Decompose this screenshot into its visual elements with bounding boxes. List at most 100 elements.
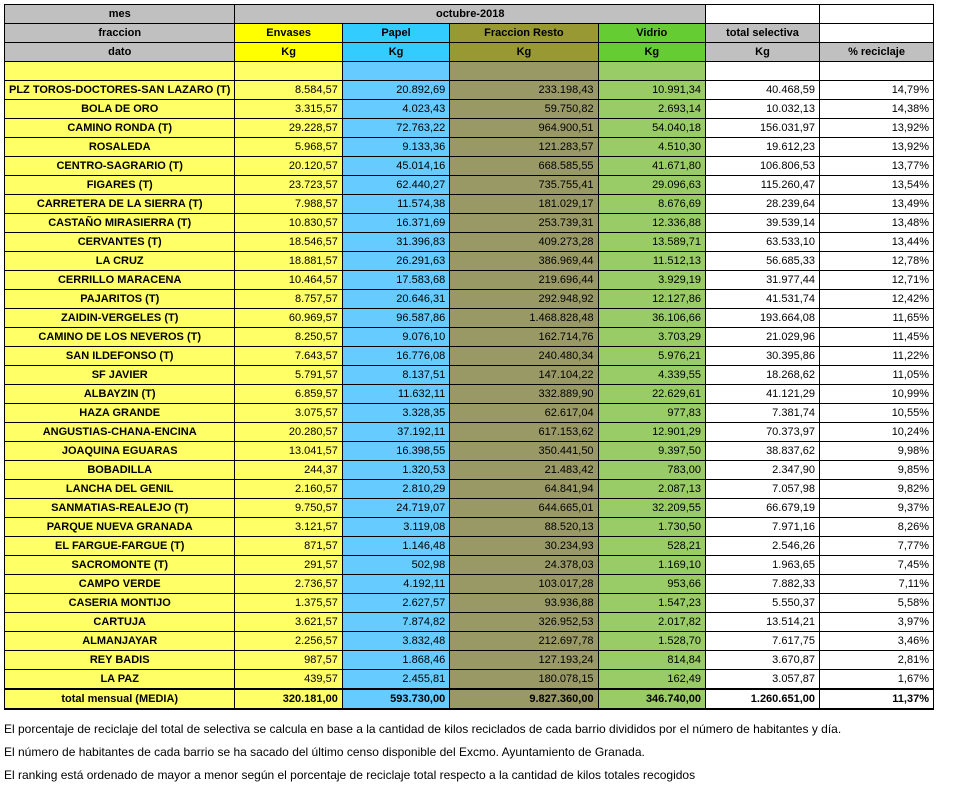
row-name: FIGARES (T) bbox=[5, 176, 235, 195]
row-papel: 8.137,51 bbox=[342, 366, 449, 385]
row-resto: 30.234,93 bbox=[450, 537, 598, 556]
row-papel: 26.291,63 bbox=[342, 252, 449, 271]
row-resto: 62.617,04 bbox=[450, 404, 598, 423]
row-vidrio: 4.339,55 bbox=[598, 366, 705, 385]
table-row: CAMINO RONDA (T)29.228,5772.763,22964.90… bbox=[5, 119, 934, 138]
row-envases: 2.256,57 bbox=[235, 632, 342, 651]
row-pct: 11,45% bbox=[820, 328, 934, 347]
row-envases: 29.228,57 bbox=[235, 119, 342, 138]
row-total: 2.546,26 bbox=[706, 537, 820, 556]
row-total: 19.612,23 bbox=[706, 138, 820, 157]
row-vidrio: 1.169,10 bbox=[598, 556, 705, 575]
row-resto: 233.198,43 bbox=[450, 81, 598, 100]
row-pct: 10,24% bbox=[820, 423, 934, 442]
row-pct: 13,44% bbox=[820, 233, 934, 252]
row-papel: 2.810,29 bbox=[342, 480, 449, 499]
row-pct: 3,46% bbox=[820, 632, 934, 651]
row-total: 31.977,44 bbox=[706, 271, 820, 290]
row-envases: 3.075,57 bbox=[235, 404, 342, 423]
note-3: El ranking está ordenado de mayor a meno… bbox=[4, 766, 949, 785]
row-name: PAJARITOS (T) bbox=[5, 290, 235, 309]
row-envases: 20.120,57 bbox=[235, 157, 342, 176]
row-vidrio: 528,21 bbox=[598, 537, 705, 556]
row-envases: 9.750,57 bbox=[235, 499, 342, 518]
row-papel: 1.320,53 bbox=[342, 461, 449, 480]
row-envases: 5.791,57 bbox=[235, 366, 342, 385]
table-row: CASERIA MONTIJO1.375,572.627,5793.936,88… bbox=[5, 594, 934, 613]
row-name: CAMPO VERDE bbox=[5, 575, 235, 594]
row-name: SF JAVIER bbox=[5, 366, 235, 385]
row-total: 63.533,10 bbox=[706, 233, 820, 252]
table-row: CARRETERA DE LA SIERRA (T)7.988,5711.574… bbox=[5, 195, 934, 214]
row-resto: 64.841,94 bbox=[450, 480, 598, 499]
hdr-kg: Kg bbox=[235, 43, 342, 62]
table-row: ROSALEDA5.968,579.133,36121.283,574.510,… bbox=[5, 138, 934, 157]
row-envases: 7.643,57 bbox=[235, 347, 342, 366]
row-resto: 24.378,03 bbox=[450, 556, 598, 575]
row-papel: 9.133,36 bbox=[342, 138, 449, 157]
table-row: SF JAVIER5.791,578.137,51147.104,224.339… bbox=[5, 366, 934, 385]
note-1: El porcentaje de reciclaje del total de … bbox=[4, 720, 949, 739]
footer-notes: El porcentaje de reciclaje del total de … bbox=[4, 720, 949, 786]
row-name: PARQUE NUEVA GRANADA bbox=[5, 518, 235, 537]
row-papel: 2.627,57 bbox=[342, 594, 449, 613]
row-envases: 5.968,57 bbox=[235, 138, 342, 157]
row-vidrio: 3.703,29 bbox=[598, 328, 705, 347]
row-resto: 240.480,34 bbox=[450, 347, 598, 366]
row-papel: 3.119,08 bbox=[342, 518, 449, 537]
row-pct: 10,99% bbox=[820, 385, 934, 404]
total-envases: 320.181,00 bbox=[235, 689, 342, 709]
hdr-kg: Kg bbox=[706, 43, 820, 62]
row-total: 7.971,16 bbox=[706, 518, 820, 537]
row-resto: 93.936,88 bbox=[450, 594, 598, 613]
row-vidrio: 22.629,61 bbox=[598, 385, 705, 404]
row-resto: 1.468.828,48 bbox=[450, 309, 598, 328]
row-pct: 13,49% bbox=[820, 195, 934, 214]
row-resto: 617.153,62 bbox=[450, 423, 598, 442]
row-vidrio: 41.671,80 bbox=[598, 157, 705, 176]
row-papel: 20.646,31 bbox=[342, 290, 449, 309]
table-row: SANMATIAS-REALEJO (T)9.750,5724.719,0764… bbox=[5, 499, 934, 518]
table-row: CAMINO DE LOS NEVEROS (T)8.250,579.076,1… bbox=[5, 328, 934, 347]
row-resto: 212.697,78 bbox=[450, 632, 598, 651]
row-vidrio: 2.693,14 bbox=[598, 100, 705, 119]
row-envases: 13.041,57 bbox=[235, 442, 342, 461]
row-pct: 9,37% bbox=[820, 499, 934, 518]
blank bbox=[820, 24, 934, 43]
row-pct: 7,77% bbox=[820, 537, 934, 556]
row-pct: 13,77% bbox=[820, 157, 934, 176]
row-total: 10.032,13 bbox=[706, 100, 820, 119]
hdr-papel: Papel bbox=[342, 24, 449, 43]
table-row: CASTAÑO MIRASIERRA (T)10.830,5716.371,69… bbox=[5, 214, 934, 233]
hdr-mes: mes bbox=[5, 5, 235, 24]
row-total: 7.057,98 bbox=[706, 480, 820, 499]
header-row-fraccion: fraccion Envases Papel Fraccion Resto Vi… bbox=[5, 24, 934, 43]
total-name: total mensual (MEDIA) bbox=[5, 689, 235, 709]
row-envases: 1.375,57 bbox=[235, 594, 342, 613]
row-papel: 3.328,35 bbox=[342, 404, 449, 423]
row-envases: 7.988,57 bbox=[235, 195, 342, 214]
note-2: El número de habitantes de cada barrio s… bbox=[4, 743, 949, 762]
row-name: CASTAÑO MIRASIERRA (T) bbox=[5, 214, 235, 233]
row-papel: 96.587,86 bbox=[342, 309, 449, 328]
row-resto: 292.948,92 bbox=[450, 290, 598, 309]
row-name: ALMANJAYAR bbox=[5, 632, 235, 651]
row-vidrio: 3.929,19 bbox=[598, 271, 705, 290]
row-pct: 7,45% bbox=[820, 556, 934, 575]
row-name: SACROMONTE (T) bbox=[5, 556, 235, 575]
row-papel: 17.583,68 bbox=[342, 271, 449, 290]
hdr-resto: Fraccion Resto bbox=[450, 24, 598, 43]
row-vidrio: 12.127,86 bbox=[598, 290, 705, 309]
row-resto: 735.755,41 bbox=[450, 176, 598, 195]
row-resto: 147.104,22 bbox=[450, 366, 598, 385]
row-total: 193.664,08 bbox=[706, 309, 820, 328]
row-envases: 871,57 bbox=[235, 537, 342, 556]
row-resto: 253.739,31 bbox=[450, 214, 598, 233]
row-envases: 20.280,57 bbox=[235, 423, 342, 442]
row-pct: 12,71% bbox=[820, 271, 934, 290]
row-name: LA PAZ bbox=[5, 670, 235, 690]
row-papel: 11.574,38 bbox=[342, 195, 449, 214]
row-vidrio: 9.397,50 bbox=[598, 442, 705, 461]
row-name: PLZ TOROS-DOCTORES-SAN LAZARO (T) bbox=[5, 81, 235, 100]
row-total: 1.963,65 bbox=[706, 556, 820, 575]
